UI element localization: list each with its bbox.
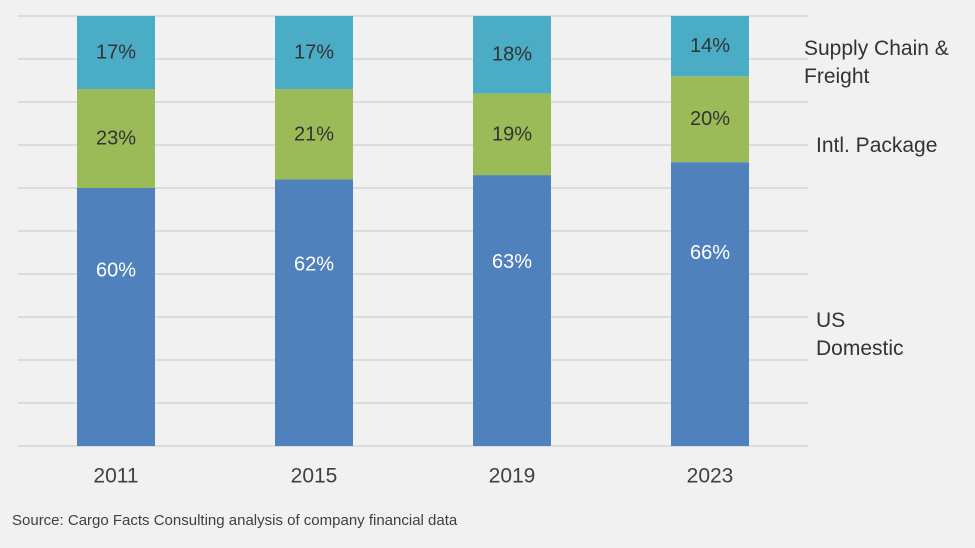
source-note: Source: Cargo Facts Consulting analysis … <box>12 512 458 529</box>
data-label-intl-package-2023: 20% <box>690 108 730 130</box>
data-label-us-domestic-2023: 66% <box>690 242 730 264</box>
x-tick-label-2015: 2015 <box>291 465 338 488</box>
bar-intl-package-2011 <box>77 89 155 188</box>
data-label-supply-chain-freight-2015: 17% <box>294 42 334 64</box>
x-axis: 2011 2015 2019 2023 <box>93 465 733 488</box>
bar-us-domestic-2011 <box>77 188 155 446</box>
bar-supply-chain-freight-2011 <box>77 16 155 90</box>
legend-label-supply-chain-freight: Supply Chain & Freight <box>804 37 949 88</box>
data-label-intl-package-2011: 23% <box>96 128 136 150</box>
bar-us-domestic-2019 <box>473 175 551 446</box>
bar-supply-chain-freight-2023 <box>671 16 749 77</box>
bar-supply-chain-freight-2015 <box>275 16 353 90</box>
data-label-us-domestic-2015: 62% <box>294 254 334 276</box>
data-label-supply-chain-freight-2019: 18% <box>492 44 532 66</box>
legend-label-us-domestic: US Domestic <box>816 309 904 360</box>
data-labels: 60% 23% 17% 62% 21% 17% 63% 19% 18% 66% 20% 14% <box>96 35 730 281</box>
bar-intl-package-2023 <box>671 76 749 163</box>
data-label-intl-package-2019: 19% <box>492 123 532 145</box>
bar-us-domestic-2023 <box>671 162 749 446</box>
data-label-supply-chain-freight-2023: 14% <box>690 35 730 57</box>
data-label-intl-package-2015: 21% <box>294 123 334 145</box>
x-tick-label-2011: 2011 <box>93 465 138 488</box>
data-label-us-domestic-2019: 63% <box>492 251 532 273</box>
legend-label-intl-package: Intl. Package <box>816 134 937 157</box>
bar-intl-package-2019 <box>473 93 551 176</box>
x-tick-label-2019: 2019 <box>489 465 536 488</box>
bar-intl-package-2015 <box>275 89 353 180</box>
bars <box>77 16 749 446</box>
data-label-us-domestic-2011: 60% <box>96 260 136 282</box>
data-label-supply-chain-freight-2011: 17% <box>96 42 136 64</box>
bar-supply-chain-freight-2019 <box>473 16 551 94</box>
legend: Supply Chain & Freight Intl. Package US Dome… <box>804 37 949 360</box>
x-tick-label-2023: 2023 <box>687 465 734 488</box>
bar-us-domestic-2015 <box>275 179 353 446</box>
